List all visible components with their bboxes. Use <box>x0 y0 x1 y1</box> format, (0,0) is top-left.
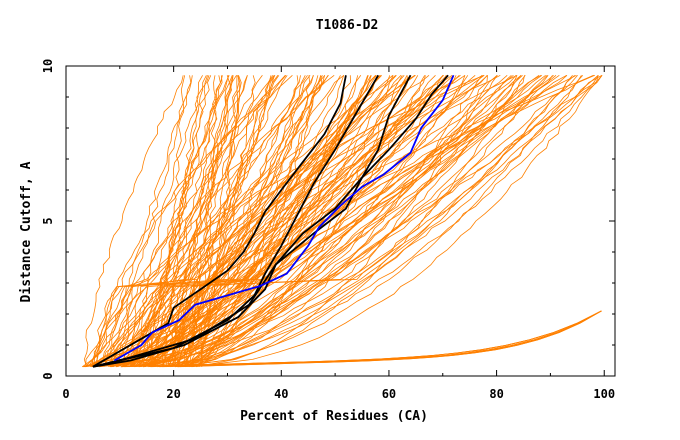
model-curve <box>157 75 573 368</box>
x-tick-label: 0 <box>62 387 69 401</box>
series-line-2 <box>92 74 412 368</box>
model-curve <box>143 75 603 368</box>
model-curve <box>122 74 430 367</box>
model-curve <box>122 75 457 367</box>
model-curve <box>166 74 595 367</box>
x-tick-label: 60 <box>382 387 396 401</box>
y-tick-label: 10 <box>41 59 55 73</box>
model-curve <box>93 75 525 368</box>
model-curve <box>84 75 523 368</box>
model-curve <box>121 75 345 368</box>
model-curve <box>111 75 391 368</box>
series-line-3 <box>92 74 449 368</box>
model-curve <box>130 75 402 367</box>
model-curve <box>134 75 469 368</box>
model-curve <box>178 74 453 367</box>
model-curve <box>167 75 203 367</box>
model-curve <box>183 74 603 368</box>
model-curve <box>111 74 416 367</box>
model-curve <box>175 75 483 368</box>
model-curve <box>84 75 192 367</box>
y-tick-label: 5 <box>41 217 55 224</box>
model-curve <box>83 75 184 367</box>
model-curve <box>111 74 543 368</box>
model-curve <box>125 75 223 367</box>
model-curve <box>139 75 578 368</box>
chart-title: T1086-D2 <box>316 18 379 33</box>
model-curve <box>149 75 263 367</box>
model-curve <box>139 75 548 367</box>
model-curve <box>162 75 229 367</box>
model-curve <box>201 75 372 367</box>
model-curve <box>174 75 582 368</box>
background-model-lines <box>82 74 603 368</box>
model-curve <box>180 74 514 368</box>
model-curve <box>182 75 603 368</box>
model-curve <box>180 75 325 367</box>
model-curve <box>110 75 287 367</box>
model-curve <box>152 75 444 367</box>
model-curve <box>84 74 542 368</box>
model-curve <box>99 74 485 367</box>
series-line-4 <box>113 74 455 362</box>
model-curve <box>123 74 594 367</box>
model-curve <box>150 310 602 368</box>
y-axis: 0 5 10 <box>41 59 615 380</box>
model-curve <box>167 75 234 367</box>
x-tick-label: 20 <box>166 387 180 401</box>
x-axis-label: Percent of Residues (CA) <box>240 409 428 424</box>
model-curve <box>96 75 286 367</box>
x-tick-label: 100 <box>593 387 615 401</box>
model-curve <box>117 75 329 367</box>
model-curve <box>196 75 488 368</box>
model-curve <box>138 75 210 367</box>
x-axis: 0 20 40 60 80 100 <box>62 66 615 401</box>
model-curve <box>178 75 599 368</box>
model-curve <box>103 75 329 367</box>
model-curve <box>82 74 567 368</box>
model-curve <box>176 74 394 367</box>
x-tick-label: 80 <box>489 387 503 401</box>
model-curve <box>192 75 599 368</box>
model-curve <box>116 75 436 368</box>
model-curve <box>149 74 483 367</box>
model-curve <box>138 75 522 368</box>
model-curve <box>129 74 476 367</box>
model-curve <box>121 75 488 368</box>
model-curve <box>131 75 234 367</box>
model-curve <box>149 75 223 367</box>
model-curve <box>93 75 293 367</box>
model-curve <box>174 75 488 367</box>
model-curve <box>161 74 461 367</box>
model-curve <box>131 74 557 367</box>
model-curve <box>134 74 501 367</box>
highlighted-series <box>92 74 455 368</box>
model-curve <box>92 74 335 367</box>
model-curve <box>92 74 560 367</box>
y-axis-label: Distance Cutoff, A <box>19 161 34 302</box>
model-curve <box>85 75 454 368</box>
model-curve <box>191 75 426 368</box>
model-curve <box>89 75 248 368</box>
model-curve <box>107 74 577 367</box>
x-tick-label: 40 <box>274 387 288 401</box>
model-curve <box>177 310 602 368</box>
y-tick-label: 0 <box>41 372 55 379</box>
model-curve <box>93 75 583 368</box>
